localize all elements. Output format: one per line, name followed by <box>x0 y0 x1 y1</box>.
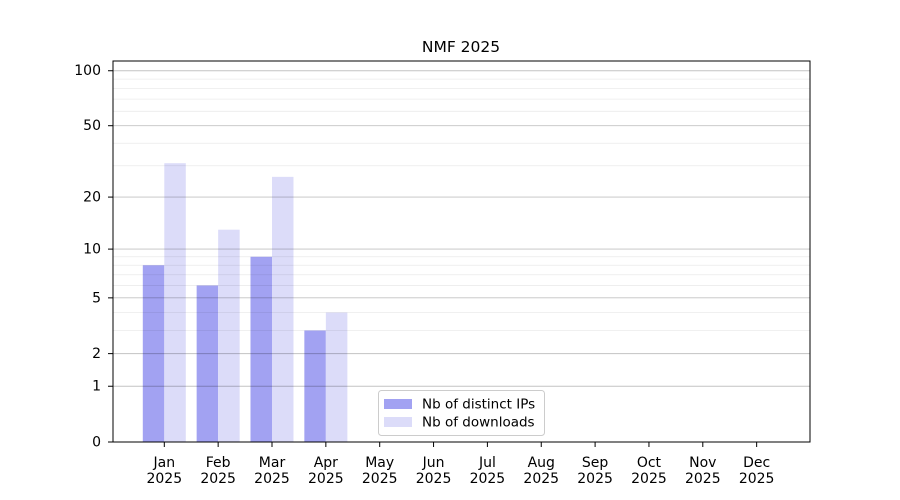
x-tick-label-year: 2025 <box>739 471 775 487</box>
x-tick-label-month: Dec <box>743 455 770 471</box>
x-tick-label-month: Sep <box>582 455 609 471</box>
x-tick-label-year: 2025 <box>523 471 559 487</box>
y-tick-label: 2 <box>92 346 101 362</box>
legend: Nb of distinct IPs Nb of downloads <box>378 390 545 436</box>
bar-distinct-ips-feb <box>196 285 219 442</box>
x-tick-label-month: Jun <box>422 455 445 471</box>
axes-layer: 0125102050100Jan2025Feb2025Mar2025Apr202… <box>74 60 811 487</box>
y-tick-label: 0 <box>92 435 101 451</box>
legend-swatch-downloads <box>384 417 412 427</box>
y-tick-label: 1 <box>92 379 101 395</box>
x-tick-label-year: 2025 <box>631 471 667 487</box>
x-tick-label-month: May <box>365 455 394 471</box>
x-tick-label-month: Nov <box>689 455 716 471</box>
x-tick-label-year: 2025 <box>200 471 236 487</box>
plot-border <box>112 60 811 443</box>
x-tick-label-year: 2025 <box>685 471 721 487</box>
x-tick-label-month: Aug <box>528 455 555 471</box>
x-tick-label-month: Apr <box>314 455 338 471</box>
x-tick-label-month: Jan <box>153 455 176 471</box>
bar-downloads-jan <box>164 163 186 442</box>
legend-label-distinct-ips: Nb of distinct IPs <box>422 397 535 413</box>
y-tick-label: 20 <box>83 190 101 206</box>
legend-swatch-distinct-ips <box>384 399 412 409</box>
x-tick-label-year: 2025 <box>470 471 506 487</box>
bars-layer <box>142 163 348 442</box>
x-tick-label-month: Mar <box>259 455 286 471</box>
legend-label-downloads: Nb of downloads <box>422 415 535 431</box>
bar-downloads-mar <box>272 176 294 442</box>
x-tick-label-year: 2025 <box>146 471 182 487</box>
legend-box <box>378 390 545 436</box>
x-tick-label-year: 2025 <box>577 471 613 487</box>
bar-distinct-ips-mar <box>250 256 272 442</box>
x-tick-label-year: 2025 <box>416 471 452 487</box>
y-tick-label: 50 <box>83 118 101 134</box>
x-tick-label-month: Oct <box>637 455 662 471</box>
y-tick-label: 100 <box>74 63 101 79</box>
y-tick-label: 10 <box>83 242 101 258</box>
x-tick-label-year: 2025 <box>308 471 344 487</box>
y-tick-label: 5 <box>92 290 101 306</box>
grid-layer <box>113 70 810 387</box>
bar-downloads-apr <box>325 312 348 442</box>
x-tick-label-year: 2025 <box>254 471 290 487</box>
x-tick-label-month: Feb <box>206 455 231 471</box>
x-tick-label-month: Jul <box>478 455 496 471</box>
x-tick-label-year: 2025 <box>362 471 398 487</box>
chart-title: NMF 2025 <box>422 38 500 56</box>
bar-distinct-ips-jan <box>142 265 165 442</box>
bar-distinct-ips-apr <box>304 330 326 442</box>
bar-downloads-feb <box>218 229 240 442</box>
